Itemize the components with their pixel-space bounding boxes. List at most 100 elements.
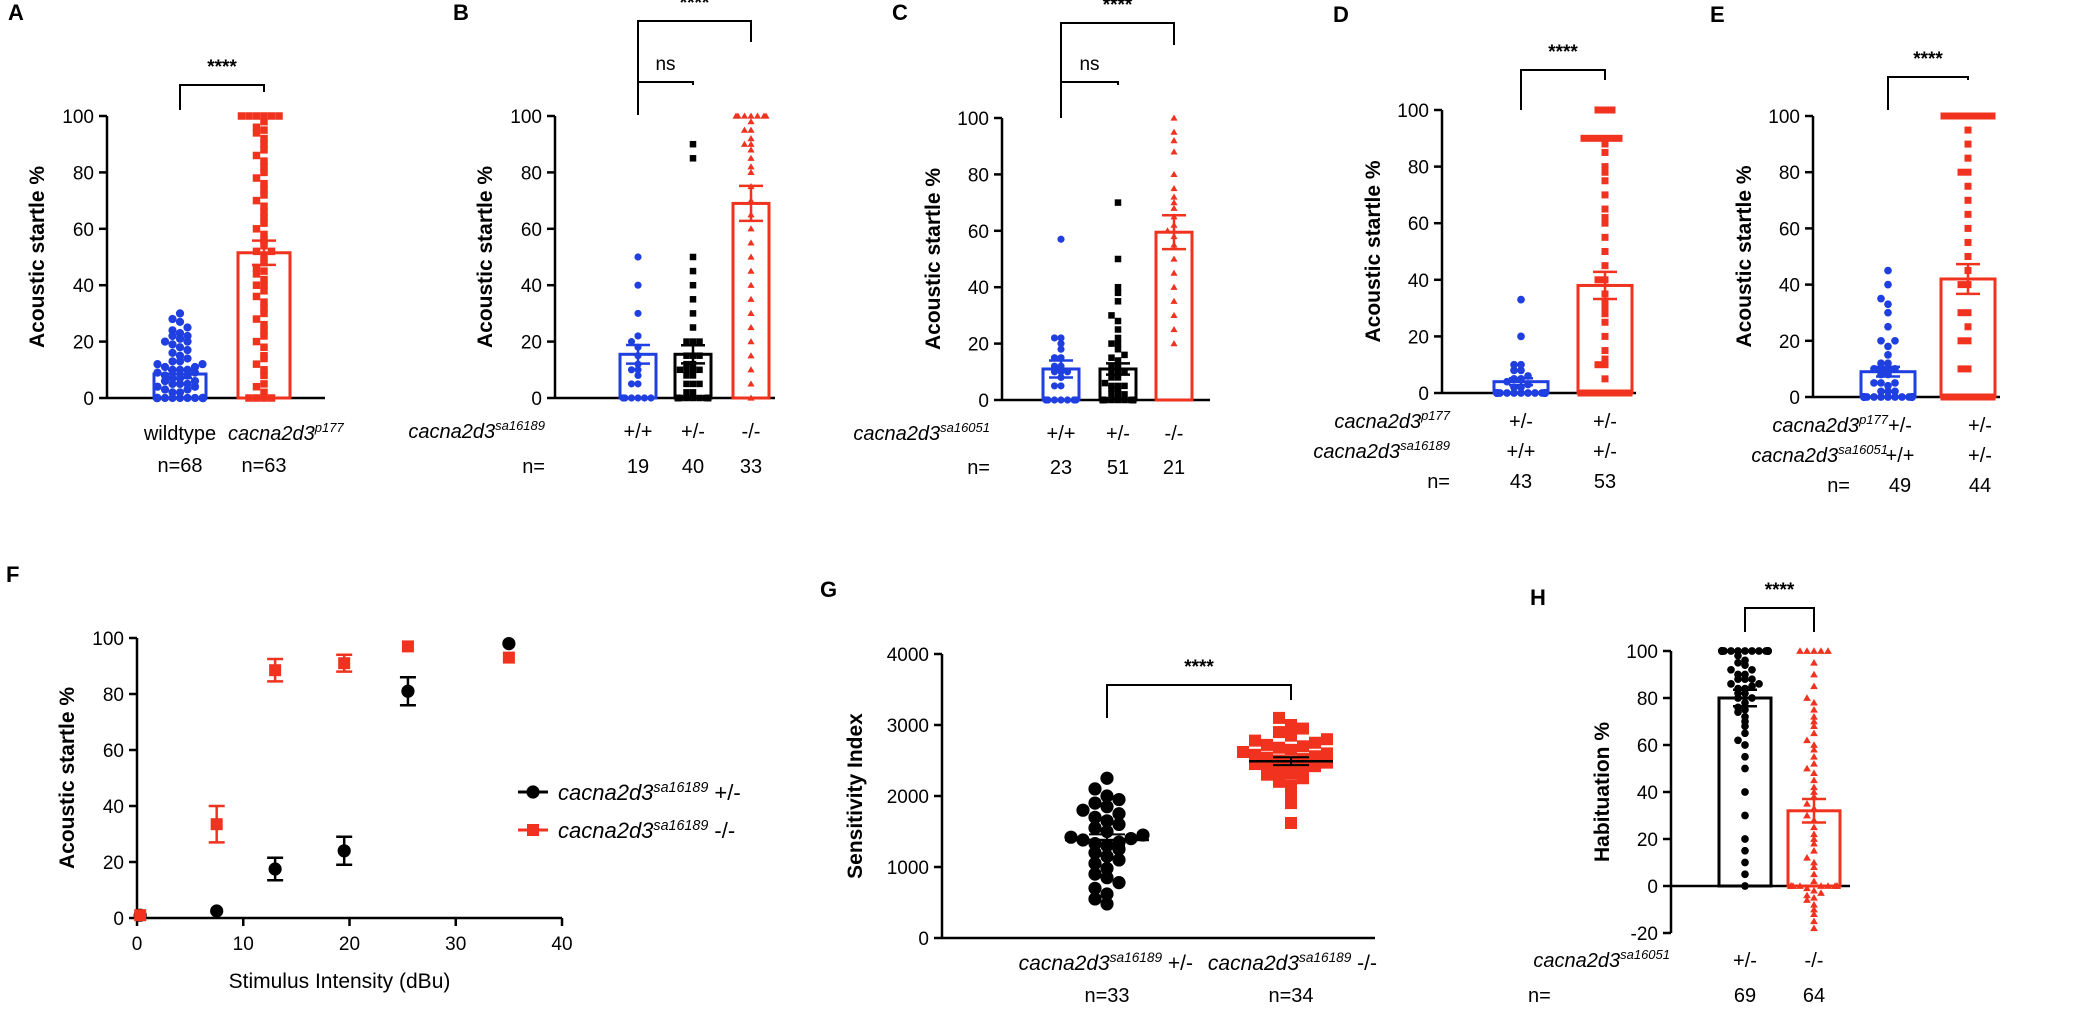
- panel-e-data-point: [1891, 379, 1899, 387]
- panel-a-data-point: [190, 393, 200, 403]
- panel-a-data-point: [267, 112, 276, 120]
- panel-h-data-point: [1803, 764, 1811, 772]
- panel-d-y-axis-title: Acoustic startle %: [1362, 160, 1385, 342]
- panel-d-data-point: [1615, 134, 1623, 142]
- panel-e-data-point: [1964, 323, 1972, 331]
- panel-d-data-point: [1601, 276, 1609, 284]
- panel-g-data-point: [1088, 856, 1102, 871]
- panel-a-data-point: [190, 382, 200, 391]
- panel-e-data-point: [1891, 336, 1899, 345]
- panel-a-n-label: n=68: [157, 455, 202, 477]
- panel-e-y-tick-label: 20: [1779, 332, 1800, 353]
- panel-a-data-point: [168, 388, 177, 397]
- panel-h-data-point: [1810, 647, 1818, 654]
- panel-h-y-tick-label: -20: [1631, 924, 1658, 945]
- panel-d-data-point: [1517, 366, 1525, 375]
- panel-b-data-point: [747, 239, 755, 246]
- panel-a-data-point: [267, 394, 276, 402]
- panel-a-data-point: [260, 287, 268, 295]
- panel-h-data-point: [1810, 917, 1818, 925]
- panel-d-data-point: [1587, 389, 1595, 397]
- panel-f-legend-marker: [526, 785, 540, 799]
- panel-c-data-point: [1114, 326, 1122, 333]
- panel-h-data-point: [1810, 877, 1818, 885]
- panel-a-data-point: [252, 281, 261, 289]
- panel-d-y-tick-label: 0: [1418, 384, 1429, 405]
- panel-b-data-point: [747, 146, 755, 153]
- panel-b-data-point: [740, 112, 749, 119]
- panel-a-data-point: [252, 196, 261, 205]
- panel-a-data-point: [168, 374, 177, 383]
- panel-d-data-point: [1524, 380, 1532, 389]
- panel-e-data-point: [1877, 379, 1885, 387]
- panel-a-data-point: [183, 345, 192, 355]
- panel-e-data-point: [1908, 393, 1916, 401]
- panel-c-data-point: [1170, 325, 1178, 333]
- panel-a-data-point: [260, 309, 268, 318]
- panel-d-data-point: [1601, 163, 1609, 171]
- panel-h-data-point: [1803, 647, 1811, 654]
- panel-h-y-tick-label: 20: [1637, 830, 1658, 851]
- panel-a-data-point: [260, 394, 268, 402]
- panel-e-data-point: [1964, 210, 1972, 218]
- panel-a-data-point: [267, 247, 276, 256]
- panel-c-data-point: [1114, 317, 1122, 325]
- panel-a-data-point: [190, 362, 200, 372]
- panel-a-data-point: [183, 385, 192, 394]
- panel-d-data-point: [1503, 389, 1511, 397]
- panel-a-data-point: [183, 393, 192, 403]
- panel-h-data-point: [1755, 647, 1763, 655]
- panel-label-d: D: [1333, 2, 1349, 27]
- panel-a-data-point: [260, 208, 268, 216]
- panel-f-x-tick-label: 0: [132, 934, 143, 955]
- panel-d-data-point: [1541, 389, 1549, 397]
- panel-a-data-point: [260, 112, 268, 120]
- panel-h-y-tick-label: 80: [1637, 689, 1658, 710]
- panel-b-data-point: [634, 343, 642, 351]
- panel-a-data-point: [168, 340, 177, 349]
- panel-g-data-point: [1100, 771, 1114, 785]
- panel-h-data-point: [1810, 658, 1818, 666]
- panel-g-n-label: n=33: [1084, 985, 1129, 1007]
- panel-a-data-point: [160, 371, 170, 380]
- panel-c-data-point: [1170, 311, 1178, 319]
- panel-d-data-point: [1594, 361, 1602, 369]
- panel-a-data-point: [168, 393, 177, 403]
- panel-h-data-point: [1810, 863, 1818, 871]
- panel-d-data-point: [1503, 377, 1511, 386]
- panel-f-legend-label: cacna2d3sa16189 -/-: [558, 818, 735, 843]
- panel-c-data-point: [1170, 148, 1178, 155]
- panel-a-data-point: [153, 360, 162, 369]
- panel-c-n-label: 51: [1107, 457, 1129, 479]
- panel-d-data-point: [1517, 375, 1525, 383]
- panel-h-data-point: [1810, 722, 1818, 730]
- panel-d-data-point: [1601, 262, 1609, 270]
- panel-h-data-point: [1810, 682, 1818, 690]
- panel-a-data-point: [168, 314, 177, 324]
- panel-c-data-point: [1057, 235, 1065, 243]
- panel-h-gene-label: cacna2d3sa16051: [1533, 947, 1670, 972]
- panel-h-data-point: [1748, 647, 1756, 655]
- panel-b-data-point: [747, 309, 755, 317]
- panel-e-data-point: [1971, 112, 1979, 120]
- panel-g-category-label: cacna2d3sa16189 +/-: [1019, 950, 1193, 975]
- panel-e-data-point: [1870, 379, 1878, 387]
- panel-c-data-point: [1063, 368, 1072, 376]
- panel-h-data-point: [1741, 647, 1749, 655]
- panel-f-legend-label: cacna2d3sa16189 +/-: [558, 780, 741, 805]
- panel-g-n-label: n=34: [1268, 985, 1313, 1007]
- panel-d-data-point: [1601, 106, 1609, 114]
- panel-e-significance-bracket: [1887, 76, 1969, 110]
- panel-c-data-point: [1108, 354, 1115, 361]
- panel-b-n-prefix: n=: [522, 456, 545, 478]
- panel-d-data-point: [1608, 389, 1616, 397]
- panel-d-data-point: [1580, 134, 1588, 142]
- panel-e-data-point: [1988, 112, 1996, 120]
- panel-a-data-point: [175, 329, 185, 338]
- panel-g-data-point: [1076, 803, 1090, 817]
- panel-g-data-point: [1285, 816, 1297, 829]
- panel-c-category-label: +/-: [1106, 423, 1130, 445]
- panel-a-data-point: [252, 247, 261, 256]
- panel-h-n-label: 64: [1803, 985, 1825, 1007]
